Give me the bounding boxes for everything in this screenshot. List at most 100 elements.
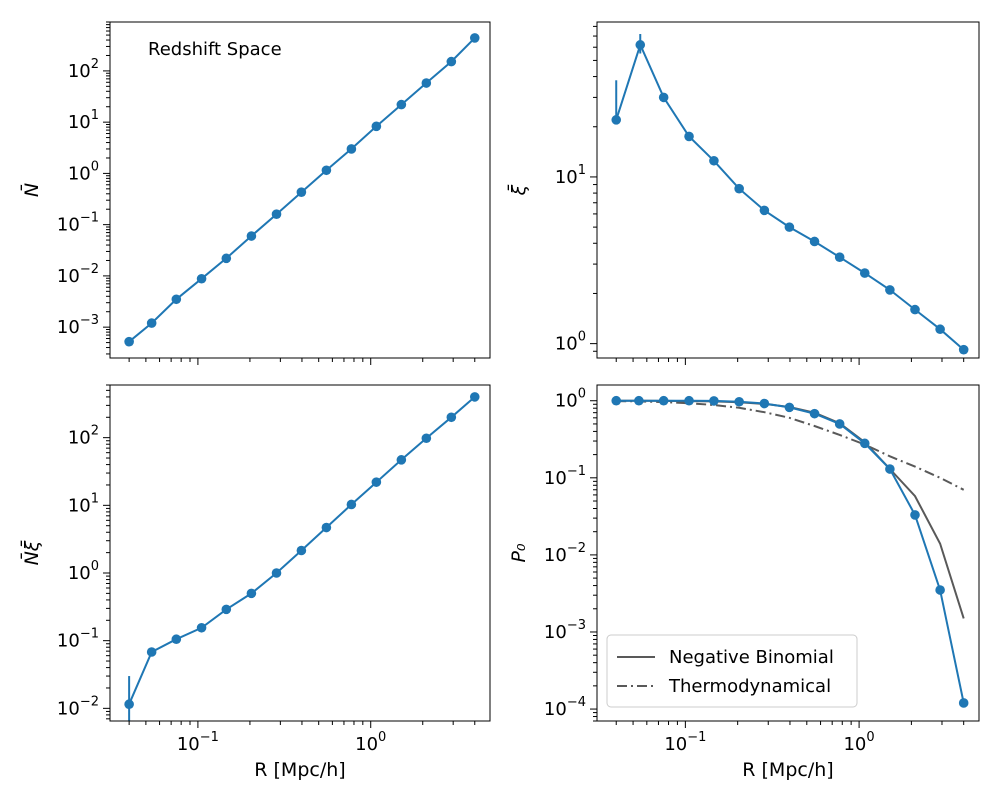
x-tick-label: 10−1	[177, 730, 219, 755]
data-point	[784, 402, 795, 413]
y-tick-label: 100	[555, 387, 586, 412]
data-point	[684, 395, 694, 406]
data-point	[246, 231, 257, 241]
panel-nxi: 10−2 10−1 100 101 102 10−1 100 N̄ξ̄ R [Mpc/h]	[19, 384, 491, 781]
y-tick-label: 100	[68, 159, 99, 184]
data-point	[371, 477, 382, 487]
data-point	[271, 209, 282, 219]
data-point	[221, 604, 232, 615]
data-point	[859, 438, 870, 449]
data-point	[296, 187, 307, 197]
axes-frame	[596, 384, 980, 722]
data-point	[635, 40, 646, 50]
data-point	[935, 324, 945, 335]
data-point	[124, 699, 134, 710]
annotation: Redshift Space	[148, 39, 282, 60]
y-tick-label: 10−3	[544, 618, 586, 643]
data-point	[834, 252, 845, 262]
data-point	[759, 205, 770, 216]
y-axis-label: N̄ξ̄	[19, 540, 43, 565]
y-tick-label: 10−2	[544, 541, 586, 566]
data-point	[809, 408, 820, 419]
x-tick-label: 100	[355, 730, 386, 755]
y-tick-label: 101	[68, 108, 99, 133]
data-point	[658, 92, 669, 103]
data-point	[196, 273, 207, 284]
data-point	[684, 131, 694, 142]
axes-frame	[596, 21, 980, 359]
data-point	[784, 222, 795, 232]
data-point	[809, 236, 820, 247]
data-point	[859, 268, 870, 278]
data-point	[246, 588, 257, 599]
y-axis-label: ξ̄	[506, 184, 530, 196]
data-point	[196, 622, 207, 633]
data-point	[910, 304, 920, 315]
y-tick-label: 10−3	[57, 313, 99, 338]
legend-label: Negative Binomial	[669, 647, 834, 668]
plot-area	[128, 396, 476, 721]
data-point	[421, 433, 432, 444]
y-tick-label: 101	[68, 491, 99, 516]
data-point	[446, 412, 457, 423]
data-point	[734, 396, 744, 407]
data-point	[709, 396, 719, 406]
data-point	[759, 398, 770, 409]
panel-xibar: 100 101 ξ̄	[506, 21, 980, 365]
data-point	[834, 419, 845, 429]
data-point	[146, 318, 157, 328]
data-point	[958, 344, 969, 355]
y-tick-label: 10−1	[57, 211, 99, 236]
y-axis-label: P₀	[508, 543, 530, 562]
data-point	[171, 634, 182, 645]
data-point	[611, 395, 622, 406]
x-tick-label: 10−1	[664, 730, 706, 755]
data-point	[396, 455, 407, 465]
series-line	[615, 41, 965, 351]
y-tick-label: 10−2	[57, 694, 99, 719]
series-line	[616, 400, 965, 491]
y-tick-label: 102	[68, 424, 99, 449]
data-point	[321, 522, 332, 533]
data-point	[124, 336, 134, 347]
x-axis-label: R [Mpc/h]	[254, 759, 345, 781]
y-axis-label: N̄	[19, 183, 43, 197]
panel-nbar: 10−3 10−2 10−1 100 101 102 Redshift Space N̄	[19, 21, 491, 365]
data-point	[910, 510, 920, 520]
x-axis-label: R [Mpc/h]	[742, 759, 833, 781]
data-point	[371, 121, 382, 132]
y-tick-label: 102	[68, 57, 99, 82]
y-tick-label: 10−2	[57, 262, 99, 287]
data-point	[885, 464, 895, 474]
data-point	[171, 294, 182, 305]
data-point	[709, 155, 719, 166]
legend-box	[606, 634, 858, 708]
data-point	[658, 395, 669, 406]
data-point	[296, 545, 307, 556]
legend-label: Thermodynamical	[668, 676, 831, 697]
data-point	[321, 165, 332, 176]
axes-frame	[109, 21, 491, 359]
legend: Negative Binomial Thermodynamical	[606, 634, 858, 708]
data-point	[271, 568, 282, 578]
data-point	[446, 56, 457, 67]
data-point	[221, 253, 232, 264]
data-point	[469, 392, 480, 402]
data-point	[396, 99, 407, 110]
data-point	[346, 499, 357, 510]
panel-p0: 10−4 10−3 10−2 10−1 100 10−1 100 P₀ R [Mpc/h] Neg…	[508, 384, 980, 781]
y-tick-label: 10−1	[544, 464, 586, 489]
data-point	[634, 395, 644, 406]
y-tick-label: 10−1	[57, 627, 99, 652]
data-point	[146, 647, 157, 657]
data-point	[885, 285, 895, 295]
data-point	[611, 115, 622, 125]
data-point	[421, 78, 432, 88]
y-tick-label: 100	[555, 330, 586, 355]
x-tick-label: 100	[843, 730, 874, 755]
y-tick-label: 101	[555, 163, 586, 188]
axes-frame	[109, 384, 491, 722]
data-point	[734, 183, 744, 194]
data-point	[346, 144, 357, 154]
